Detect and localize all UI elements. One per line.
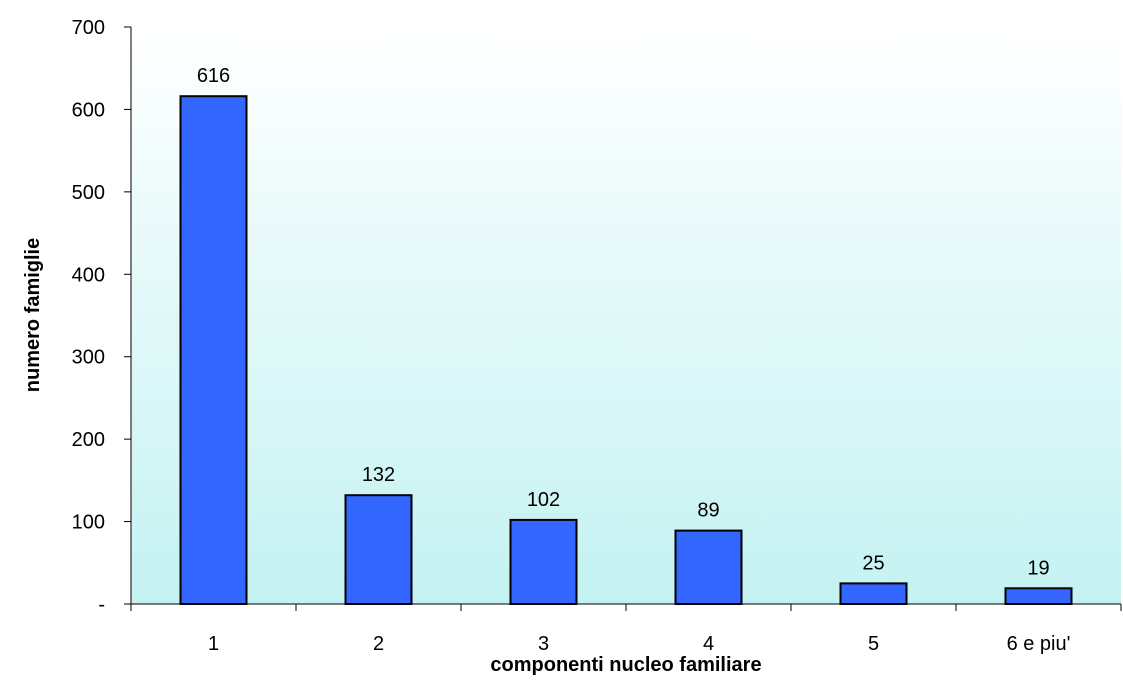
y-tick-label-0: -	[98, 594, 105, 616]
bar-3	[509, 518, 578, 606]
bar-6	[1004, 587, 1073, 605]
x-tick-label-5: 5	[868, 633, 879, 655]
data-label-6: 19	[1027, 557, 1049, 579]
x-tick-label-3: 3	[538, 633, 549, 655]
data-label-2: 132	[362, 464, 395, 486]
bar-1	[179, 95, 248, 605]
y-axis-title: numero famiglie	[22, 238, 44, 392]
plot-area	[131, 27, 1121, 604]
y-tick-label-6: 600	[72, 99, 105, 121]
y-tick-label-2: 200	[72, 429, 105, 451]
x-tick-label-1: 1	[208, 633, 219, 655]
x-tick-label-4: 4	[703, 633, 714, 655]
bar-5	[839, 582, 908, 606]
x-tick-label-2: 2	[373, 633, 384, 655]
data-label-5: 25	[862, 552, 884, 574]
bar-4	[674, 529, 743, 605]
data-label-1: 616	[197, 65, 230, 87]
axes-group	[124, 26, 1122, 611]
x-axis-title: componenti nucleo familiare	[490, 654, 761, 676]
y-tick-label-4: 400	[72, 264, 105, 286]
y-tick-label-5: 500	[72, 182, 105, 204]
data-label-3: 102	[527, 489, 560, 511]
bars-group: 616 132 102 89 25 19	[179, 65, 1073, 606]
x-tick-label-6: 6 e piu'	[1007, 633, 1071, 655]
data-label-4: 89	[697, 500, 719, 522]
y-tick-label-1: 100	[72, 512, 105, 534]
y-tick-label-3: 300	[72, 347, 105, 369]
ticks-group: 1 2 3 4 5 6 e piu' - 100 200 300 400 500 600 700	[72, 17, 1071, 655]
y-tick-label-7: 700	[72, 17, 105, 39]
bar-2	[344, 494, 413, 606]
